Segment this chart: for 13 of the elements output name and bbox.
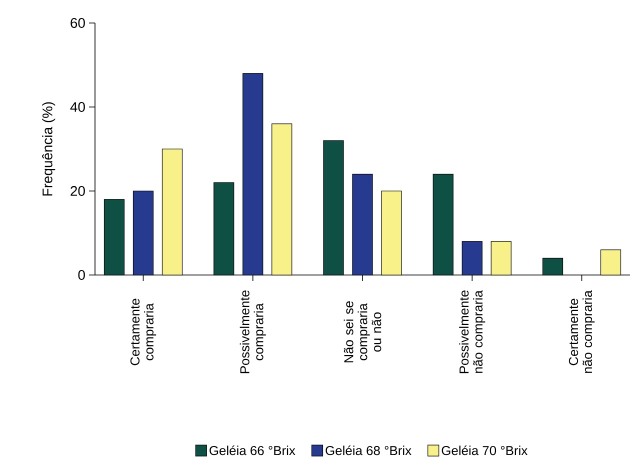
legend-label: Geléia 70 °Brix — [442, 446, 528, 456]
y-tick-label: 40 — [70, 102, 85, 112]
y-tick-label: 60 — [70, 18, 85, 28]
y-tick-label: 20 — [70, 186, 85, 196]
y-tick-label: 0 — [78, 270, 85, 280]
legend-label: Geléia 68 °Brix — [326, 446, 412, 456]
x-tick-label: Certamente não compraria — [568, 290, 595, 373]
x-tick-label: Possivelmente não compraria — [459, 290, 486, 374]
x-tick-label: Não sei se compraria ou não — [344, 301, 382, 362]
legend-label: Geléia 66 °Brix — [210, 446, 296, 456]
x-tick-label: Certamente compraria — [130, 298, 156, 366]
y-axis-title: Frequência (%) — [42, 102, 56, 196]
x-tick-label: Possivelmente compraria — [240, 290, 266, 374]
